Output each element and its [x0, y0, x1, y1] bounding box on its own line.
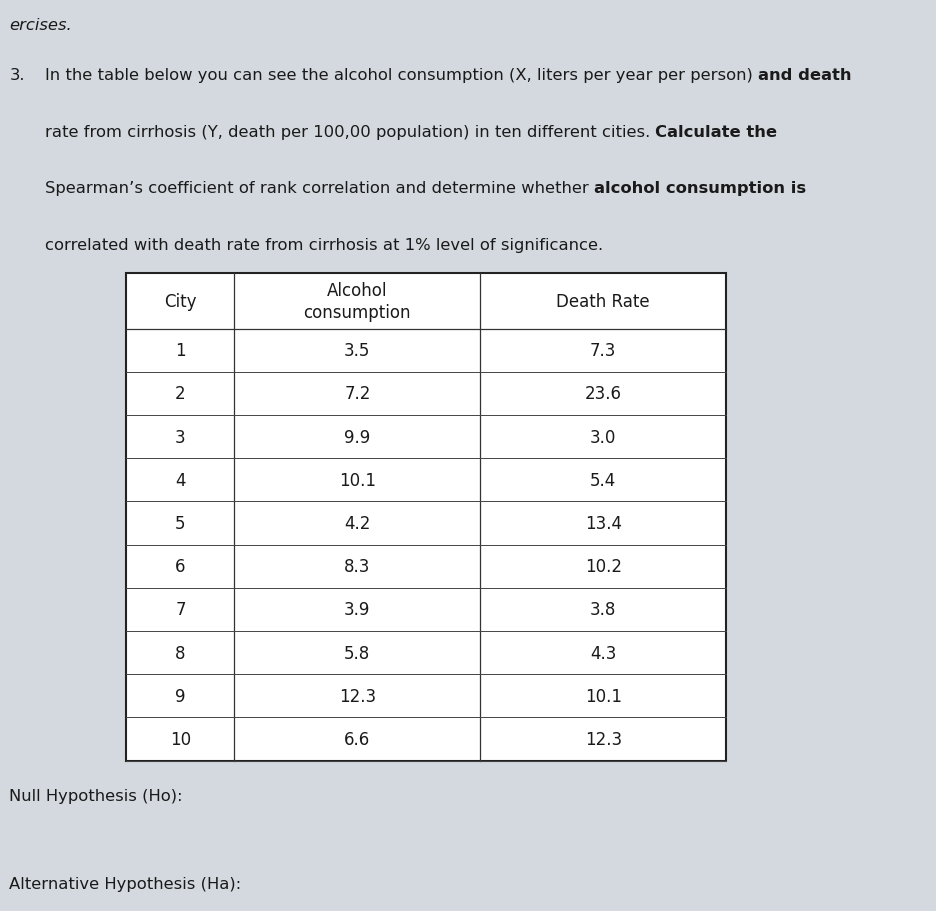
Text: 23.6: 23.6 — [584, 385, 622, 403]
Text: Alternative Hypothesis (Ha):: Alternative Hypothesis (Ha): — [9, 876, 241, 891]
Text: Spearman’s coefficient of rank correlation and determine whether: Spearman’s coefficient of rank correlati… — [45, 181, 593, 196]
Text: 3.9: 3.9 — [344, 600, 370, 619]
Text: 3.: 3. — [9, 68, 25, 83]
Text: 10.1: 10.1 — [339, 471, 375, 489]
Text: 5.8: 5.8 — [344, 644, 370, 661]
Text: 6: 6 — [175, 558, 185, 576]
Text: City: City — [164, 292, 197, 311]
Bar — [126, 273, 725, 761]
Text: In the table below you can see the alcohol consumption (X, liters per year per p: In the table below you can see the alcoh… — [45, 68, 757, 83]
Text: 7.3: 7.3 — [590, 342, 616, 360]
Text: 5.4: 5.4 — [590, 471, 616, 489]
Text: 10: 10 — [169, 730, 191, 748]
Text: 8: 8 — [175, 644, 185, 661]
Text: 3.0: 3.0 — [590, 428, 616, 446]
Text: 10.2: 10.2 — [584, 558, 622, 576]
Text: 9: 9 — [175, 687, 185, 705]
Text: 12.3: 12.3 — [339, 687, 375, 705]
Text: 6.6: 6.6 — [344, 730, 370, 748]
Text: Null Hypothesis (Ho):: Null Hypothesis (Ho): — [9, 788, 183, 803]
Text: 4: 4 — [175, 471, 185, 489]
Text: Death Rate: Death Rate — [556, 292, 650, 311]
Text: 3.8: 3.8 — [590, 600, 616, 619]
Text: 10.1: 10.1 — [584, 687, 622, 705]
Text: and death: and death — [757, 68, 851, 83]
Text: rate from cirrhosis (Y, death per 100,00 population) in ten different cities.: rate from cirrhosis (Y, death per 100,00… — [45, 125, 655, 139]
Text: 2: 2 — [175, 385, 185, 403]
Text: 13.4: 13.4 — [584, 515, 622, 532]
Text: Calculate the: Calculate the — [655, 125, 777, 139]
Text: 9.9: 9.9 — [344, 428, 370, 446]
Text: 4.2: 4.2 — [344, 515, 370, 532]
Text: 5: 5 — [175, 515, 185, 532]
Text: 7: 7 — [175, 600, 185, 619]
Text: 3.5: 3.5 — [344, 342, 370, 360]
Text: 7.2: 7.2 — [344, 385, 370, 403]
Text: ercises.: ercises. — [9, 18, 72, 33]
Text: 12.3: 12.3 — [584, 730, 622, 748]
Text: 8.3: 8.3 — [344, 558, 370, 576]
Text: 4.3: 4.3 — [590, 644, 616, 661]
Text: 3: 3 — [175, 428, 185, 446]
Text: 1: 1 — [175, 342, 185, 360]
Text: correlated with death rate from cirrhosis at 1% level of significance.: correlated with death rate from cirrhosi… — [45, 238, 603, 252]
Text: alcohol consumption is: alcohol consumption is — [593, 181, 805, 196]
Text: Alcohol
consumption: Alcohol consumption — [303, 281, 411, 322]
